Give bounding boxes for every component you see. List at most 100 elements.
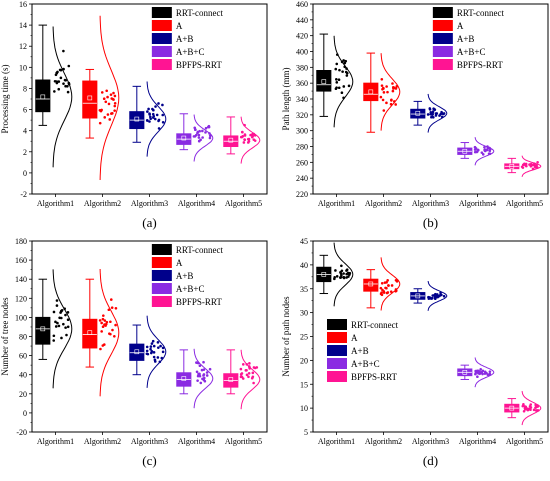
box-series-2 bbox=[363, 52, 401, 133]
mean-marker bbox=[321, 79, 327, 84]
data-point bbox=[57, 80, 61, 83]
data-point bbox=[198, 374, 202, 378]
data-point bbox=[344, 59, 348, 63]
data-point bbox=[98, 319, 102, 322]
data-point bbox=[245, 373, 249, 377]
legend: RRT-connect A A+B A+B+C BPFPS-RRT bbox=[432, 7, 504, 70]
legend-swatch bbox=[432, 46, 453, 57]
data-point bbox=[59, 76, 63, 80]
box bbox=[316, 70, 332, 92]
legend-label: A+B bbox=[457, 34, 475, 44]
y-tick-label: 300 bbox=[296, 127, 308, 136]
mean-marker bbox=[415, 293, 421, 299]
data-point bbox=[342, 272, 345, 275]
data-point bbox=[107, 308, 111, 312]
data-point bbox=[345, 268, 349, 272]
data-point bbox=[522, 409, 526, 413]
data-point bbox=[386, 90, 389, 94]
x-tick-label: Algorithm3 bbox=[131, 437, 168, 446]
data-point bbox=[390, 98, 393, 102]
y-tick-label: 240 bbox=[296, 174, 308, 183]
data-point bbox=[114, 323, 117, 327]
data-point bbox=[65, 333, 68, 337]
x-tick-label: Algorithm4 bbox=[178, 199, 215, 208]
data-point bbox=[249, 133, 252, 137]
legend-swatch bbox=[151, 270, 172, 281]
legend-label: BPFPS-RRT bbox=[457, 60, 503, 70]
data-point bbox=[386, 279, 389, 282]
data-point bbox=[107, 102, 111, 106]
legend-swatch bbox=[432, 33, 453, 44]
box-series-1 bbox=[35, 24, 73, 168]
data-point bbox=[149, 345, 153, 348]
y-tick-label: 320 bbox=[296, 111, 308, 120]
data-point bbox=[153, 358, 157, 362]
data-point bbox=[347, 84, 351, 88]
data-point bbox=[156, 341, 160, 344]
box-series-4 bbox=[176, 113, 214, 162]
y-tick-label: 5 bbox=[304, 428, 308, 437]
legend: RRT-connect A A+B A+B+C BPFPS-RRT bbox=[151, 244, 223, 307]
y-tick-label: 4 bbox=[23, 127, 27, 136]
data-point bbox=[149, 115, 152, 119]
chart-panel-4: 5 10 15 20 25 30 35 40 45 Number of path nodes Alg… bbox=[281, 237, 549, 468]
legend-label: A+B+C bbox=[351, 359, 380, 369]
data-point bbox=[345, 272, 348, 276]
data-point bbox=[440, 293, 443, 297]
data-point bbox=[429, 112, 432, 116]
data-point bbox=[64, 326, 67, 329]
data-point bbox=[102, 97, 106, 101]
data-point bbox=[486, 373, 490, 377]
y-tick-label: 12 bbox=[19, 42, 27, 51]
data-point bbox=[148, 112, 151, 115]
legend-swatch bbox=[151, 20, 172, 31]
legend-label: A bbox=[457, 21, 464, 31]
mean-marker bbox=[368, 89, 374, 95]
y-tick-label: 0 bbox=[23, 409, 27, 418]
data-point bbox=[246, 137, 250, 141]
data-point bbox=[157, 127, 161, 130]
y-tick-label: 10 bbox=[300, 404, 308, 413]
data-point bbox=[148, 120, 151, 123]
legend-label: A bbox=[351, 333, 358, 343]
legend-swatch bbox=[327, 345, 347, 356]
legend-swatch bbox=[432, 7, 453, 18]
box-series-3 bbox=[129, 81, 167, 157]
data-point bbox=[473, 150, 477, 154]
data-point bbox=[250, 135, 254, 139]
data-point bbox=[241, 130, 244, 134]
data-point bbox=[253, 366, 257, 370]
mean-marker bbox=[181, 376, 187, 381]
x-tick-label: Algorithm4 bbox=[459, 437, 496, 446]
data-point bbox=[194, 128, 197, 132]
y-tick-label: 360 bbox=[296, 79, 308, 88]
legend-swatch bbox=[151, 244, 172, 255]
box-series-5 bbox=[504, 155, 542, 177]
data-point bbox=[193, 135, 197, 138]
box-series-3 bbox=[410, 93, 448, 133]
x-tick-label: Algorithm5 bbox=[506, 199, 543, 208]
data-point bbox=[244, 369, 248, 372]
panel-label: (c) bbox=[142, 453, 156, 468]
density-curve bbox=[474, 357, 495, 388]
density-curve bbox=[146, 81, 167, 157]
data-point bbox=[52, 334, 56, 338]
y-tick-label: 10 bbox=[19, 63, 27, 72]
data-point bbox=[247, 375, 250, 379]
data-point bbox=[197, 136, 201, 139]
y-tick-label: -2 bbox=[20, 190, 27, 199]
y-tick-label: 100 bbox=[15, 313, 27, 322]
density-curve bbox=[333, 242, 354, 307]
x-tick-label: Algorithm3 bbox=[412, 199, 449, 208]
data-point bbox=[101, 317, 105, 321]
data-point bbox=[243, 138, 247, 142]
data-point bbox=[390, 284, 394, 287]
data-point bbox=[53, 90, 56, 93]
box-series-4 bbox=[176, 348, 214, 409]
mean-marker bbox=[368, 281, 374, 287]
density-curve bbox=[427, 93, 448, 133]
data-point bbox=[109, 93, 113, 96]
legend-swatch bbox=[151, 7, 172, 18]
data-point bbox=[529, 406, 533, 409]
box-series-4 bbox=[457, 137, 495, 166]
